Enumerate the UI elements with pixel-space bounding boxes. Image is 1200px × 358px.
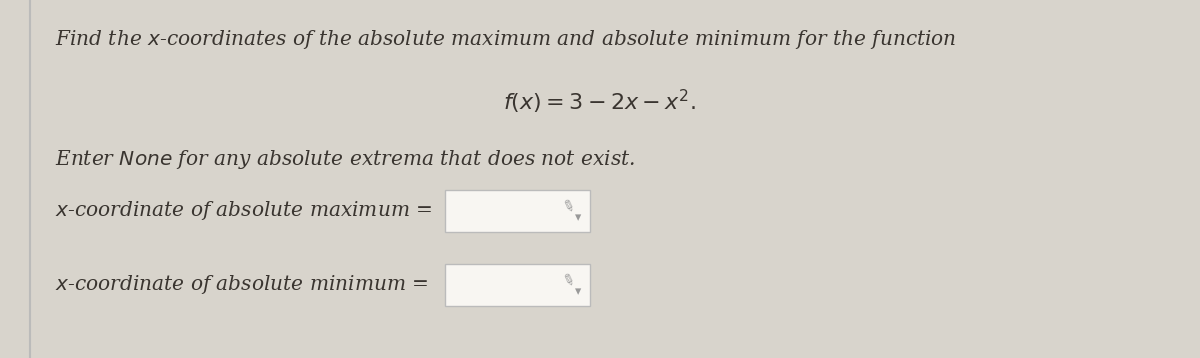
Text: Enter $\mathit{None}$ for any absolute extrema that does not exist.: Enter $\mathit{None}$ for any absolute e…	[55, 148, 635, 171]
Text: ✎: ✎	[559, 272, 576, 290]
Text: ▾: ▾	[575, 212, 581, 224]
Text: ✎: ✎	[559, 198, 576, 216]
FancyBboxPatch shape	[445, 264, 590, 306]
Text: Find the $x$-coordinates of the absolute maximum and absolute minimum for the fu: Find the $x$-coordinates of the absolute…	[55, 28, 956, 51]
Text: $x$-coordinate of absolute minimum =: $x$-coordinate of absolute minimum =	[55, 272, 428, 295]
Text: $x$-coordinate of absolute maximum =: $x$-coordinate of absolute maximum =	[55, 198, 432, 222]
Text: $f(x) = 3 - 2x - x^2.$: $f(x) = 3 - 2x - x^2.$	[504, 88, 696, 116]
Text: ▾: ▾	[575, 285, 581, 299]
FancyBboxPatch shape	[445, 190, 590, 232]
